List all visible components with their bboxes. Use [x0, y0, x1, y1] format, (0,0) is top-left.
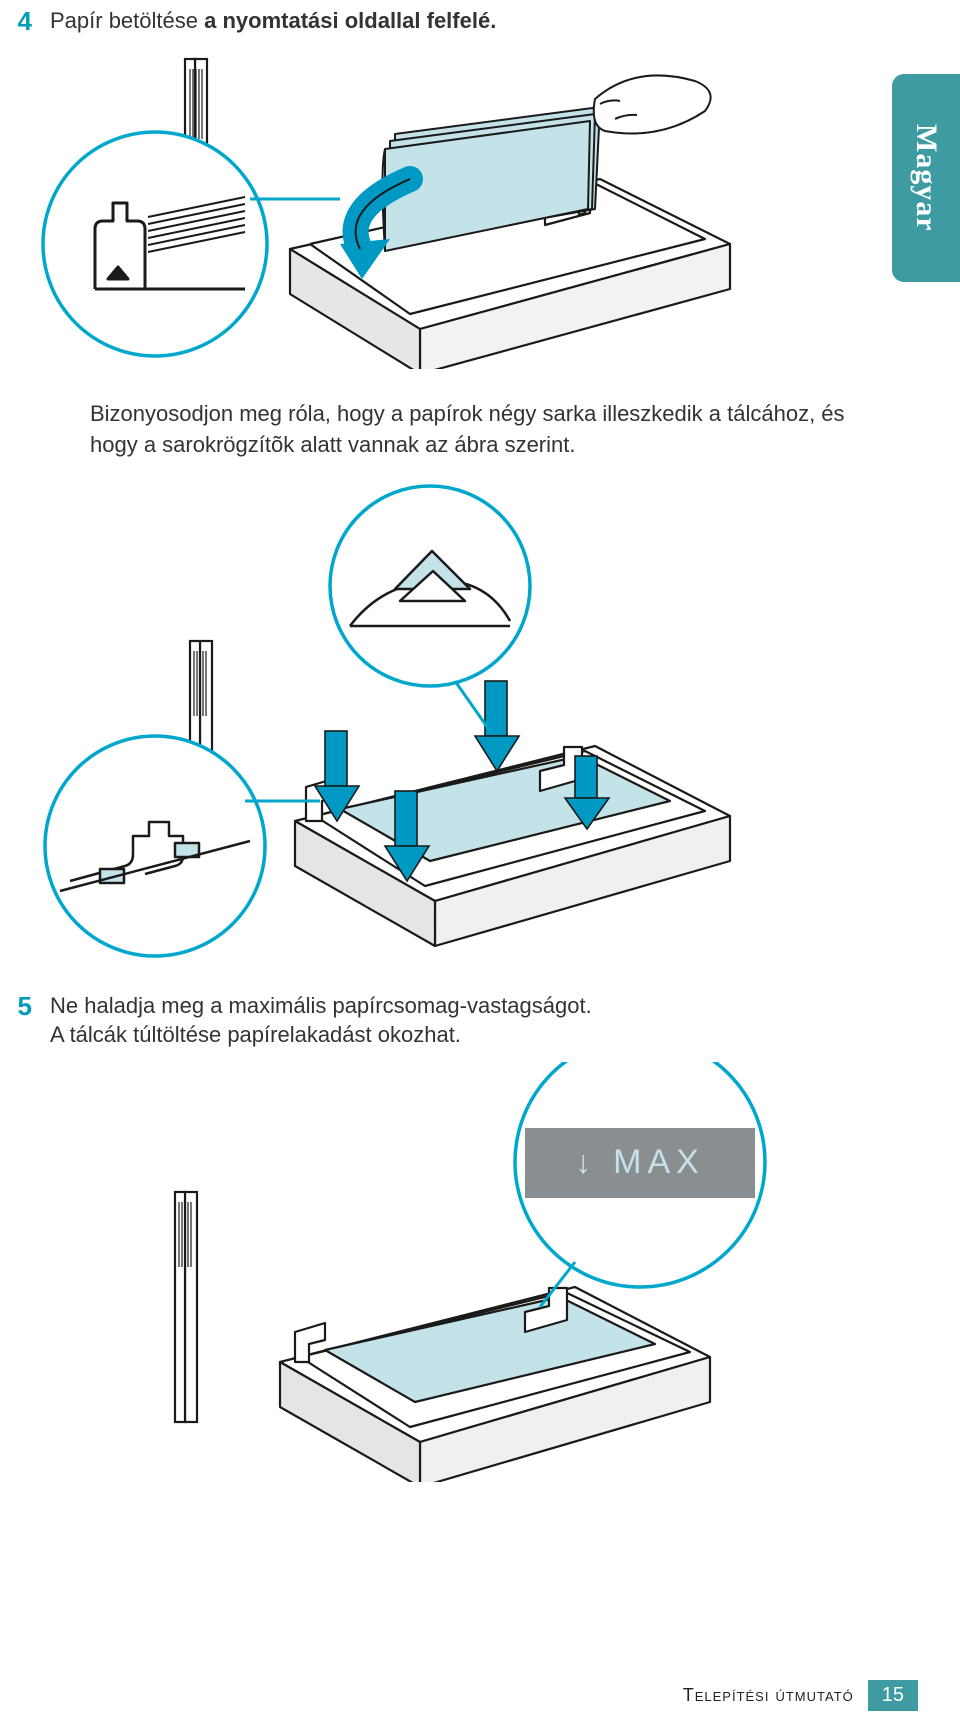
step-5-line1: Ne haladja meg a maximális papírcsomag-v…	[50, 993, 592, 1018]
step-5-line2: A tálcák túltöltése papírelakadást okozh…	[50, 1022, 461, 1047]
step-4-number: 4	[0, 6, 50, 37]
figure-max: ↓ MAX	[70, 1062, 830, 1482]
language-tab: Magyar	[892, 74, 960, 282]
step-5-text: Ne haladja meg a maximális papírcsomag-v…	[50, 991, 712, 1050]
page-footer: Telepítési útmutató 15	[683, 1680, 918, 1711]
illustration-load-paper	[40, 49, 800, 369]
illustration-max	[70, 1062, 830, 1482]
note-corner-fit: Bizonyosodjon meg róla, hogy a papírok n…	[90, 399, 870, 461]
figure-load-paper	[40, 49, 800, 369]
max-indicator: ↓ MAX	[525, 1128, 755, 1198]
illustration-corners	[40, 481, 800, 961]
down-arrow-icon: ↓	[575, 1144, 591, 1181]
step-5: 5 Ne haladja meg a maximális papírcsomag…	[0, 991, 960, 1050]
step-4-bold: a nyomtatási oldallal felfelé.	[204, 8, 496, 33]
max-text: MAX	[613, 1143, 705, 1182]
note-text: Bizonyosodjon meg róla, hogy a papírok n…	[90, 399, 870, 461]
step-4-text: Papír betöltése a nyomtatási oldallal fe…	[50, 6, 616, 36]
manual-page: Magyar 4 Papír betöltése a nyomtatási ol…	[0, 6, 960, 1735]
figure-corners	[40, 481, 800, 961]
language-tab-text: Magyar	[909, 124, 943, 232]
step-5-number: 5	[0, 991, 50, 1022]
step-4-plain: Papír betöltése	[50, 8, 204, 33]
footer-label: Telepítési útmutató	[683, 1685, 854, 1706]
step-4: 4 Papír betöltése a nyomtatási oldallal …	[0, 6, 960, 37]
footer-page-number: 15	[868, 1680, 918, 1711]
